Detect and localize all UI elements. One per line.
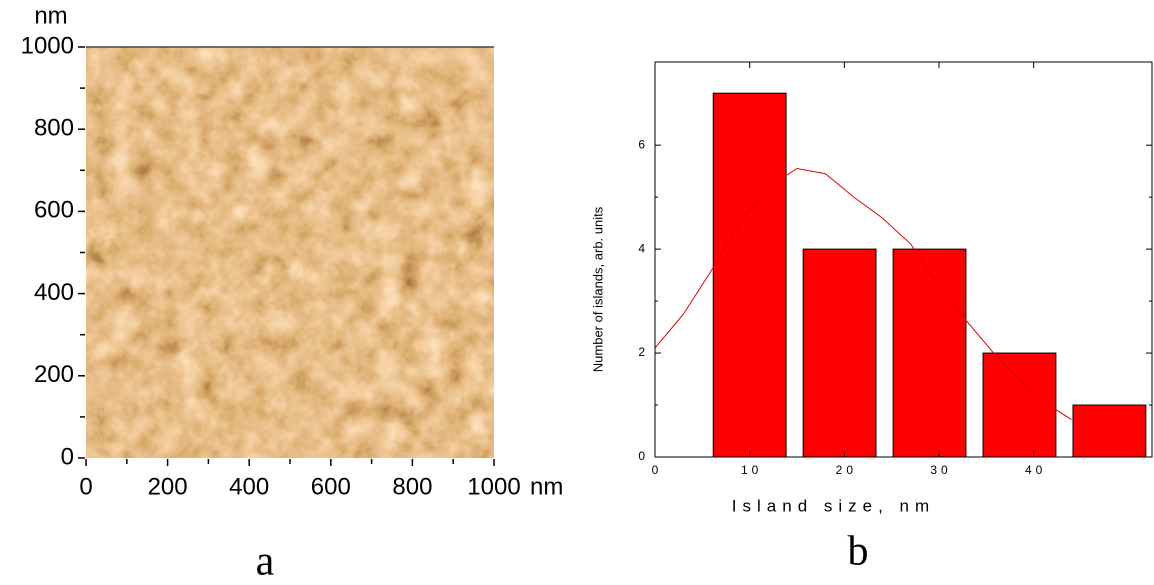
x-tick-label: 400 <box>229 473 269 500</box>
y-tick-label: 400 <box>34 279 74 306</box>
afm-image <box>86 47 494 458</box>
y-tick-label: 0 <box>638 449 649 463</box>
plot-frame <box>654 61 1153 458</box>
panel-label: b <box>848 529 869 575</box>
y-tick-label: 6 <box>638 137 649 151</box>
y-axis-label: Number of islands, arb. units <box>590 206 605 372</box>
y-tick-label: 4 <box>638 241 649 255</box>
x-tick-label: 20 <box>836 463 857 477</box>
x-tick-label: 30 <box>930 463 951 477</box>
y-axis-label: nm <box>34 2 67 29</box>
y-tick-label: 800 <box>34 115 74 142</box>
x-tick-label: 800 <box>392 473 432 500</box>
fit-curve <box>654 167 1072 421</box>
bar <box>712 92 787 458</box>
x-axis-label: nm <box>530 473 563 500</box>
panel-label: a <box>256 539 275 585</box>
bar <box>892 248 967 458</box>
bar <box>982 352 1057 458</box>
y-tick-label: 200 <box>34 361 74 388</box>
y-tick-label: 2 <box>638 345 649 359</box>
x-tick-label: 600 <box>311 473 351 500</box>
y-tick-label: 0 <box>61 443 74 470</box>
y-tick-label: 600 <box>34 197 74 224</box>
bar <box>802 248 877 458</box>
y-tick-label: 1000 <box>21 32 74 59</box>
bar <box>1072 404 1147 458</box>
x-tick-label: 0 <box>79 473 92 500</box>
x-tick-label: 1000 <box>467 473 520 500</box>
x-tick-label: 200 <box>148 473 188 500</box>
x-axis-label: Island size, nm <box>732 496 935 515</box>
x-tick-label: 40 <box>1025 463 1046 477</box>
x-tick-label: 10 <box>741 463 762 477</box>
x-tick-label: 0 <box>652 463 663 477</box>
